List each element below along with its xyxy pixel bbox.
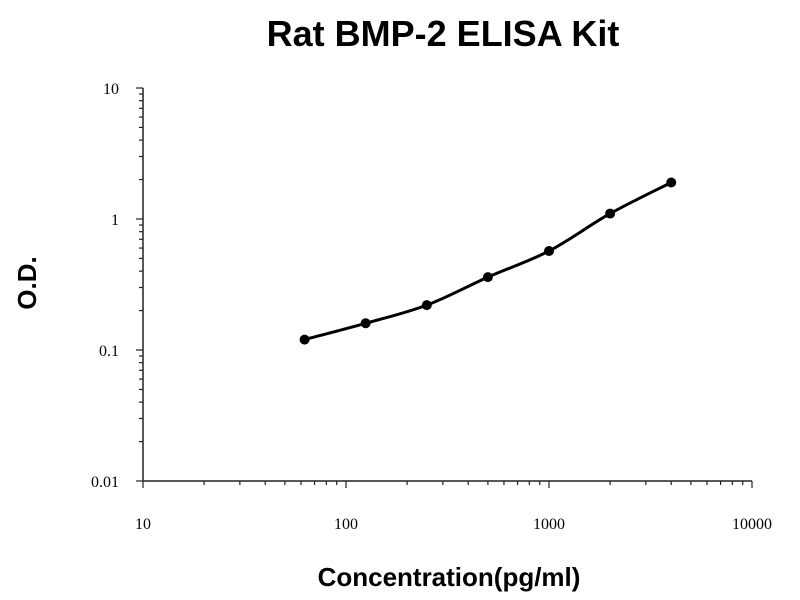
data-point xyxy=(482,272,493,283)
fit-curve-layer xyxy=(303,181,673,342)
data-points xyxy=(299,177,677,345)
x-axis-ticks xyxy=(142,481,753,488)
fit-curve xyxy=(303,181,673,342)
axes xyxy=(142,88,752,482)
y-tick-label: 0.01 xyxy=(91,474,119,491)
y-axis-title: O.D. xyxy=(12,256,42,309)
data-point xyxy=(666,177,677,188)
x-tick-label: 10 xyxy=(135,516,151,533)
x-tick-label: 100 xyxy=(334,516,358,533)
x-tick-label: 1000 xyxy=(533,516,565,533)
data-point xyxy=(299,334,310,345)
x-axis-tick-labels: 10 100 1000 10000 xyxy=(135,516,772,533)
data-point xyxy=(605,208,616,219)
chart-title: Rat BMP-2 ELISA Kit xyxy=(267,13,620,54)
y-tick-label: 1 xyxy=(111,212,119,229)
y-tick-label: 0.1 xyxy=(99,343,119,360)
y-tick-label: 10 xyxy=(103,81,119,98)
data-point xyxy=(544,245,554,256)
y-axis-ticks xyxy=(136,87,143,482)
x-axis-title: Concentration(pg/ml) xyxy=(318,562,581,592)
y-axis-tick-labels: 0.01 0.1 1 10 xyxy=(91,81,119,491)
data-point xyxy=(421,300,432,311)
data-point xyxy=(360,318,371,329)
x-tick-label: 10000 xyxy=(732,516,772,533)
